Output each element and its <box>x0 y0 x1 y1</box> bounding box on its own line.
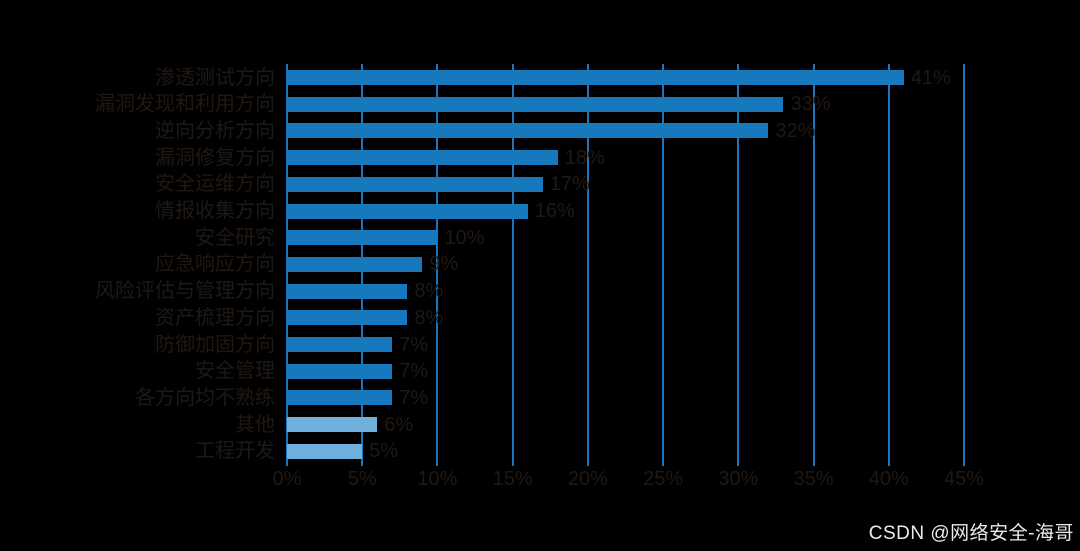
bar-row: 7% <box>287 333 964 356</box>
bar-value-label: 10% <box>444 226 485 249</box>
bar <box>287 70 904 85</box>
bar-value-label: 33% <box>790 93 831 116</box>
category-label: 漏洞修复方向 <box>155 146 275 169</box>
x-tick-label: 40% <box>868 468 909 490</box>
bar-value-label: 41% <box>910 66 951 89</box>
bar <box>287 417 378 433</box>
bar-row: 18% <box>287 146 964 169</box>
y-axis-category-labels: 渗透测试方向漏洞发现和利用方向逆向分析方向 漏洞修复方向 安全运维方向 情报收集方向安… <box>0 64 281 463</box>
bar-row: 6% <box>287 413 964 436</box>
category-label: 情报收集方向 <box>155 200 275 222</box>
bar <box>287 337 393 352</box>
category-label: 资产梳理方向 <box>155 306 275 329</box>
category-label: 渗透测试方向 <box>155 66 275 89</box>
category-label: 安全管理 <box>195 360 275 383</box>
x-axis-tick-labels: 0% 5% 10% 15% 20% 25% 30% 35% 40% 45% <box>273 468 984 493</box>
plot-area: 41% 33% 32% 18% 17% 16% 10% 9% 8% 8% 7% 7% 7% 6% 5% <box>286 64 965 466</box>
bar <box>287 203 528 219</box>
bar-row: 16% <box>287 200 964 222</box>
bar <box>287 443 363 459</box>
bar-value-label: 7% <box>399 360 429 383</box>
bar <box>287 283 408 299</box>
bar-row: 7% <box>287 386 964 409</box>
bar-row: 9% <box>287 253 964 276</box>
category-label: 其他 <box>235 413 275 436</box>
bar-row: 7% <box>287 360 964 383</box>
x-tick-label: 35% <box>793 468 834 490</box>
x-tick-label: 25% <box>643 468 684 490</box>
gridline <box>887 64 890 466</box>
bar <box>287 256 423 272</box>
bar <box>287 176 543 192</box>
category-label: 防御加固方向 <box>155 333 275 356</box>
gridline <box>737 64 740 466</box>
bar-value-label: 32% <box>775 119 816 142</box>
bar-value-label: 6% <box>384 413 414 436</box>
category-label: 各方向均不熟练 <box>135 386 275 409</box>
bar-row: 17% <box>287 173 964 196</box>
watermark-text: CSDN @网络安全-海哥 <box>868 523 1074 544</box>
bar-row: 5% <box>287 440 964 463</box>
bar-value-label: 18% <box>564 146 605 169</box>
gridline <box>436 64 439 466</box>
bar-value-label: 5% <box>369 440 399 463</box>
bar-row: 41% <box>287 66 964 89</box>
x-tick-label: 20% <box>567 468 608 490</box>
category-label: 安全研究 <box>195 226 275 249</box>
bar-row: 8% <box>287 306 964 329</box>
bar-row: 33% <box>287 93 964 116</box>
category-label: 工程开发 <box>195 440 275 463</box>
bar <box>287 123 769 139</box>
bar-value-label: 8% <box>414 306 444 329</box>
category-label: 风险评估与管理方向 <box>95 280 275 303</box>
bar-value-label: 9% <box>429 253 459 276</box>
bar <box>287 390 393 406</box>
bar-value-label: 7% <box>399 333 429 356</box>
x-tick-label: 45% <box>943 468 985 490</box>
bar-value-label: 8% <box>414 280 444 303</box>
gridline <box>586 64 589 466</box>
bar-value-label: 17% <box>549 173 590 196</box>
x-tick-label: 0% <box>272 468 302 490</box>
gridline <box>511 64 514 466</box>
bar <box>287 150 558 166</box>
bar-value-label: 16% <box>534 200 575 222</box>
bar-row: 10% <box>287 226 964 249</box>
bar-row: 32% <box>287 119 964 142</box>
bar <box>287 363 393 379</box>
category-label: 逆向分析方向 <box>155 119 275 142</box>
x-tick-label: 15% <box>492 468 533 490</box>
category-label: 应急响应方向 <box>155 253 275 276</box>
x-tick-label: 5% <box>347 468 377 490</box>
gridline <box>812 64 815 466</box>
bar <box>287 96 784 112</box>
bar-row: 8% <box>287 280 964 303</box>
bar <box>287 310 408 326</box>
category-label: 安全运维方向 <box>155 173 275 196</box>
bar <box>287 230 438 246</box>
x-tick-label: 30% <box>718 468 759 490</box>
category-label: 漏洞发现和利用方向 <box>95 93 275 116</box>
gridline <box>963 64 965 466</box>
gridline <box>662 64 665 466</box>
bar-value-label: 7% <box>399 386 429 409</box>
x-tick-label: 10% <box>417 468 458 490</box>
